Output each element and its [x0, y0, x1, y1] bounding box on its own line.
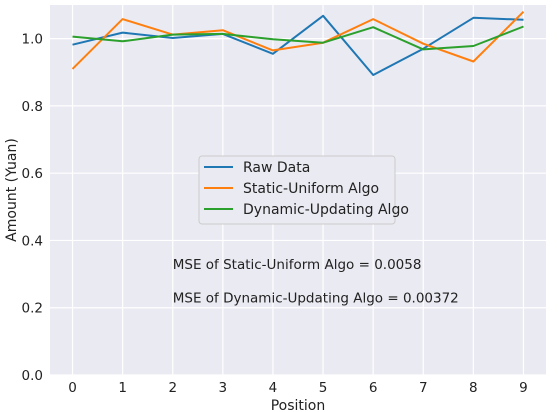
x-tick-label: 6: [369, 380, 378, 396]
y-axis-label: Amount (Yuan): [4, 138, 20, 242]
legend-label: Raw Data: [243, 160, 310, 176]
series-lines: [71, 10, 525, 76]
x-tick-label: 9: [519, 380, 528, 396]
x-tick-label: 4: [269, 380, 278, 396]
y-tick-label: 0.2: [22, 301, 43, 317]
annotations: MSE of Static-Uniform Algo = 0.0058 MSE o…: [173, 257, 459, 307]
mse-annotation: MSE of Static-Uniform Algo = 0.0058: [173, 257, 422, 273]
x-tick-label: 7: [419, 380, 428, 396]
series-line-1: [71, 10, 525, 70]
x-tick-label: 0: [68, 380, 77, 396]
legend-box: [198, 155, 396, 225]
legend: Raw Data Static-Uniform Algo Dynamic-Updat…: [198, 155, 409, 225]
y-tick-label: 0.0: [22, 368, 43, 384]
y-tick-label: 0.8: [22, 99, 43, 115]
x-tick-label: 1: [118, 380, 127, 396]
series-line-2: [72, 25, 524, 51]
x-tick-label: 5: [319, 380, 328, 396]
x-axis-ticks: 0 1 2 3 4 5 6 7 8 9: [68, 380, 528, 396]
y-tick-label: 0.4: [22, 233, 43, 249]
series-line-0: [72, 14, 524, 76]
x-tick-label: 8: [469, 380, 478, 396]
x-tick-label: 3: [219, 380, 228, 396]
mse-annotation: MSE of Dynamic-Updating Algo = 0.00372: [173, 291, 459, 307]
x-tick-label: 2: [168, 380, 177, 396]
legend-label: Dynamic-Updating Algo: [243, 202, 409, 218]
y-tick-label: 0.6: [22, 166, 43, 182]
x-axis-label: Position: [271, 398, 326, 412]
y-tick-label: 1.0: [22, 32, 43, 48]
legend-label: Static-Uniform Algo: [243, 181, 379, 197]
y-axis-ticks: 0.0 0.2 0.4 0.6 0.8 1.0: [22, 32, 43, 384]
